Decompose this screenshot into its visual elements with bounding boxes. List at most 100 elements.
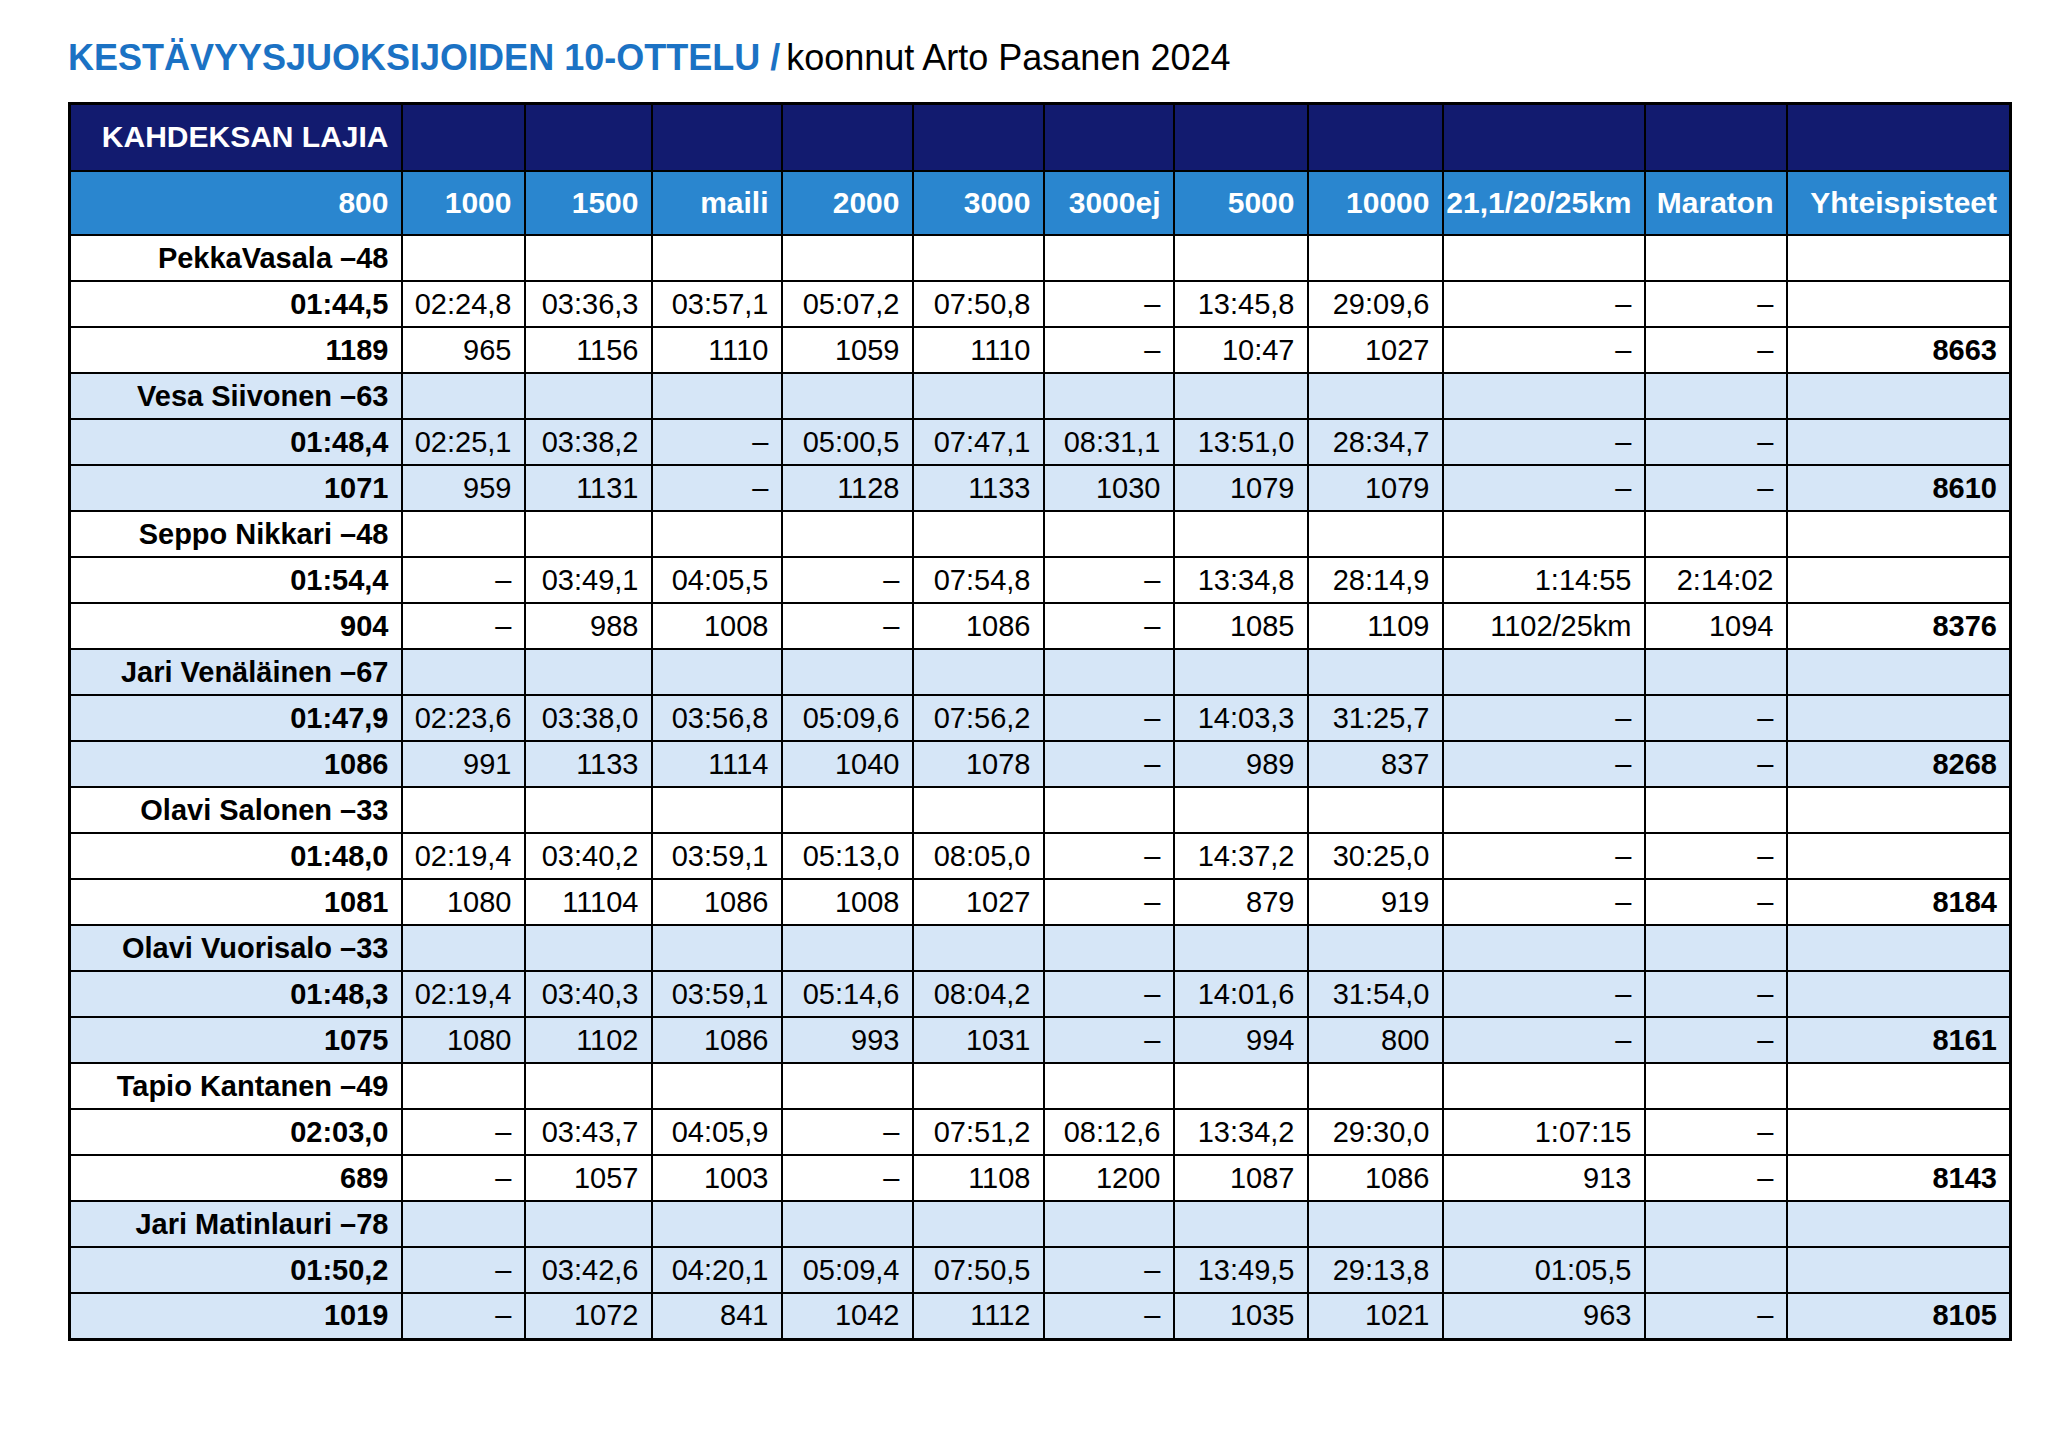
header-empty-cell xyxy=(782,103,913,171)
header-empty-cell xyxy=(1443,103,1645,171)
points-cell: 1131 xyxy=(525,465,652,511)
time-cell: – xyxy=(652,419,782,465)
empty-cell xyxy=(525,925,652,971)
time-cell: – xyxy=(1044,557,1174,603)
header-empty-cell xyxy=(1645,103,1787,171)
points-cell: 991 xyxy=(402,741,525,787)
time-cell: 05:14,6 xyxy=(782,971,913,1017)
empty-cell xyxy=(782,235,913,281)
total-points-cell: 8161 xyxy=(1787,1017,2011,1063)
points-cell: 1128 xyxy=(782,465,913,511)
empty-cell xyxy=(782,511,913,557)
points-cell: 1072 xyxy=(525,1293,652,1339)
time-cell: 03:40,3 xyxy=(525,971,652,1017)
points-cell: 1086 xyxy=(913,603,1044,649)
points-cell: – xyxy=(402,1155,525,1201)
points-cell: 10:47 xyxy=(1174,327,1308,373)
time-cell: 04:20,1 xyxy=(652,1247,782,1293)
empty-cell xyxy=(913,1201,1044,1247)
athlete-name-row: Seppo Nikkari –48 xyxy=(70,511,2011,557)
time-cell: 05:09,4 xyxy=(782,1247,913,1293)
empty-cell xyxy=(782,373,913,419)
points-cell: 689 xyxy=(70,1155,402,1201)
time-cell: 03:59,1 xyxy=(652,971,782,1017)
empty-cell xyxy=(652,1201,782,1247)
page-title-main: KESTÄVYYSJUOKSIJOIDEN 10-OTTELU xyxy=(68,37,760,78)
points-cell: 1030 xyxy=(1044,465,1174,511)
empty-cell xyxy=(1044,649,1174,695)
empty-cell xyxy=(525,235,652,281)
empty-cell xyxy=(1443,925,1645,971)
time-cell: – xyxy=(402,557,525,603)
time-cell: 07:56,2 xyxy=(913,695,1044,741)
points-cell: 919 xyxy=(1308,879,1443,925)
points-cell: 1027 xyxy=(1308,327,1443,373)
points-cell: – xyxy=(782,603,913,649)
time-cell: 01:54,4 xyxy=(70,557,402,603)
empty-cell xyxy=(652,511,782,557)
points-cell: 913 xyxy=(1443,1155,1645,1201)
column-header-maraton: Maraton xyxy=(1645,171,1787,235)
header-empty-cell xyxy=(1174,103,1308,171)
time-cell: – xyxy=(1443,695,1645,741)
column-header-3000: 3000 xyxy=(913,171,1044,235)
time-cell: 02:19,4 xyxy=(402,833,525,879)
athlete-times-row: 01:44,502:24,803:36,303:57,105:07,207:50… xyxy=(70,281,2011,327)
header-empty-cell xyxy=(402,103,525,171)
time-cell: 2:14:02 xyxy=(1645,557,1787,603)
page-title-subtitle: koonnut Arto Pasanen 2024 xyxy=(786,37,1230,78)
page: KESTÄVYYSJUOKSIJOIDEN 10-OTTELU/koonnut … xyxy=(0,0,2048,1341)
points-cell: – xyxy=(1645,741,1787,787)
points-cell: 837 xyxy=(1308,741,1443,787)
athlete-points-row: 904–9881008–1086–108511091102/25km109483… xyxy=(70,603,2011,649)
points-cell: 1108 xyxy=(913,1155,1044,1201)
empty-cell xyxy=(1308,925,1443,971)
points-cell: 965 xyxy=(402,327,525,373)
time-cell xyxy=(1787,833,2011,879)
empty-cell xyxy=(1443,1063,1645,1109)
time-cell: 28:14,9 xyxy=(1308,557,1443,603)
athlete-name-cell: Tapio Kantanen –49 xyxy=(70,1063,402,1109)
empty-cell xyxy=(652,787,782,833)
empty-cell xyxy=(1645,511,1787,557)
points-cell: 1086 xyxy=(652,879,782,925)
time-cell: 01:48,3 xyxy=(70,971,402,1017)
time-cell: – xyxy=(402,1247,525,1293)
time-cell: 14:37,2 xyxy=(1174,833,1308,879)
empty-cell xyxy=(1645,925,1787,971)
athlete-times-row: 01:50,2–03:42,604:20,105:09,407:50,5–13:… xyxy=(70,1247,2011,1293)
points-cell: 1057 xyxy=(525,1155,652,1201)
points-cell: – xyxy=(402,1293,525,1339)
time-cell: 05:13,0 xyxy=(782,833,913,879)
points-cell: 1059 xyxy=(782,327,913,373)
points-cell: 1189 xyxy=(70,327,402,373)
empty-cell xyxy=(525,1063,652,1109)
empty-cell xyxy=(402,511,525,557)
empty-cell xyxy=(1044,235,1174,281)
points-cell: 988 xyxy=(525,603,652,649)
empty-cell xyxy=(402,373,525,419)
points-cell: – xyxy=(1443,465,1645,511)
time-cell: 07:54,8 xyxy=(913,557,1044,603)
empty-cell xyxy=(1645,1201,1787,1247)
athlete-times-row: 01:54,4–03:49,104:05,5–07:54,8–13:34,828… xyxy=(70,557,2011,603)
empty-cell xyxy=(913,511,1044,557)
time-cell: – xyxy=(782,1109,913,1155)
points-cell: 1086 xyxy=(1308,1155,1443,1201)
total-points-cell: 8376 xyxy=(1787,603,2011,649)
header-empty-cell xyxy=(1787,103,2011,171)
athlete-name-cell: Jari Matinlauri –78 xyxy=(70,1201,402,1247)
time-cell xyxy=(1787,557,2011,603)
points-cell: 800 xyxy=(1308,1017,1443,1063)
empty-cell xyxy=(782,1201,913,1247)
time-cell: 03:36,3 xyxy=(525,281,652,327)
points-cell: 1112 xyxy=(913,1293,1044,1339)
empty-cell xyxy=(1044,787,1174,833)
empty-cell xyxy=(1174,925,1308,971)
empty-cell xyxy=(782,787,913,833)
athlete-times-row: 01:47,902:23,603:38,003:56,805:09,607:56… xyxy=(70,695,2011,741)
empty-cell xyxy=(525,787,652,833)
points-cell: – xyxy=(1645,465,1787,511)
time-cell xyxy=(1645,1247,1787,1293)
page-title-separator: / xyxy=(760,37,786,78)
